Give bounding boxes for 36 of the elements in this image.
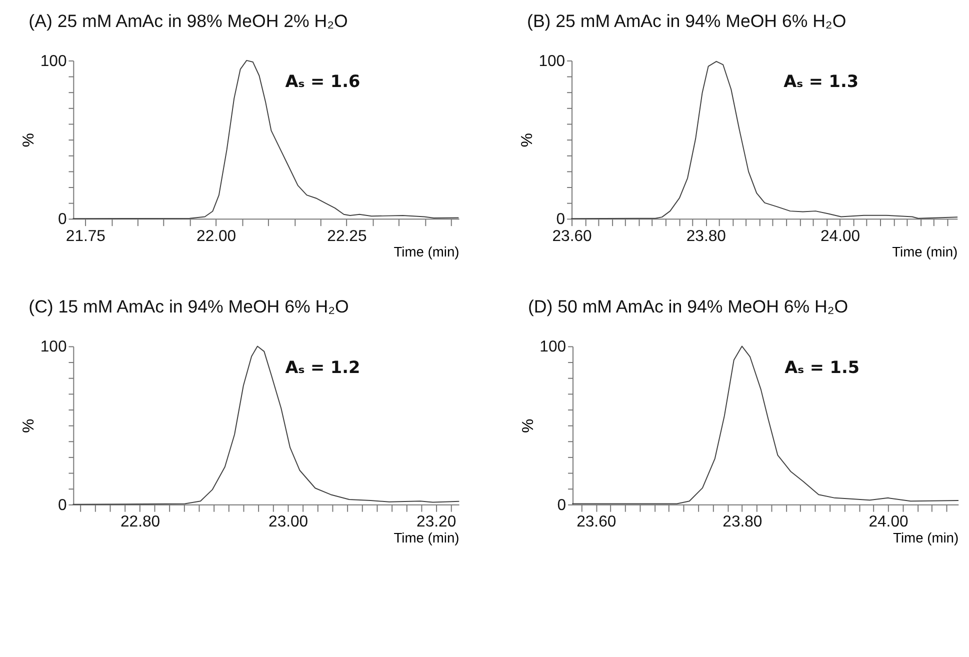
x-tick-label: 24.00 [868, 514, 908, 531]
y-axis-title: % [520, 418, 537, 433]
y-tick-label: 100 [40, 52, 67, 70]
x-tick-label: 22.00 [196, 228, 236, 245]
x-tick-label: 23.60 [576, 514, 616, 531]
chart-title: (C) 15 mM AmAc in 94% MeOH 6% H₂O [28, 296, 349, 317]
x-tick-label: 23.20 [416, 514, 456, 531]
x-tick-label: 23.80 [686, 228, 726, 245]
y-tick-label: 0 [557, 496, 566, 514]
y-axis-title: % [20, 418, 38, 433]
x-axis-title: Time (min) [394, 529, 460, 546]
x-tick-label: 22.80 [120, 514, 160, 531]
chart-title: (D) 50 mM AmAc in 94% MeOH 6% H₂O [528, 296, 848, 317]
x-tick-label: 23.80 [722, 514, 762, 531]
chart-title: (B) 25 mM AmAc in 94% MeOH 6% H₂O [527, 10, 846, 31]
x-axis-title: Time (min) [893, 529, 959, 546]
y-axis-title: % [518, 133, 536, 148]
annotation: Aₛ = 1.3 [784, 71, 859, 92]
x-tick-label: 21.75 [66, 228, 106, 245]
y-axis-title: % [20, 133, 38, 148]
annotation: Aₛ = 1.5 [784, 356, 860, 377]
x-tick-label: 23.00 [268, 514, 308, 531]
x-axis-title: Time (min) [892, 244, 958, 260]
y-tick-label: 0 [556, 211, 566, 228]
x-axis-title: Time (min) [394, 244, 460, 260]
x-tick-label: 22.25 [327, 228, 367, 245]
x-tick-label: 23.60 [552, 228, 592, 245]
y-tick-label: 0 [58, 211, 67, 228]
y-tick-label: 100 [538, 52, 566, 70]
annotation: Aₛ = 1.6 [285, 71, 360, 92]
x-tick-label: 24.00 [820, 228, 860, 245]
y-tick-label: 0 [58, 496, 67, 514]
annotation: Aₛ = 1.2 [285, 356, 360, 377]
chart-title: (A) 25 mM AmAc in 98% MeOH 2% H₂O [28, 10, 348, 31]
y-tick-label: 100 [540, 338, 566, 356]
y-tick-label: 100 [40, 338, 67, 356]
